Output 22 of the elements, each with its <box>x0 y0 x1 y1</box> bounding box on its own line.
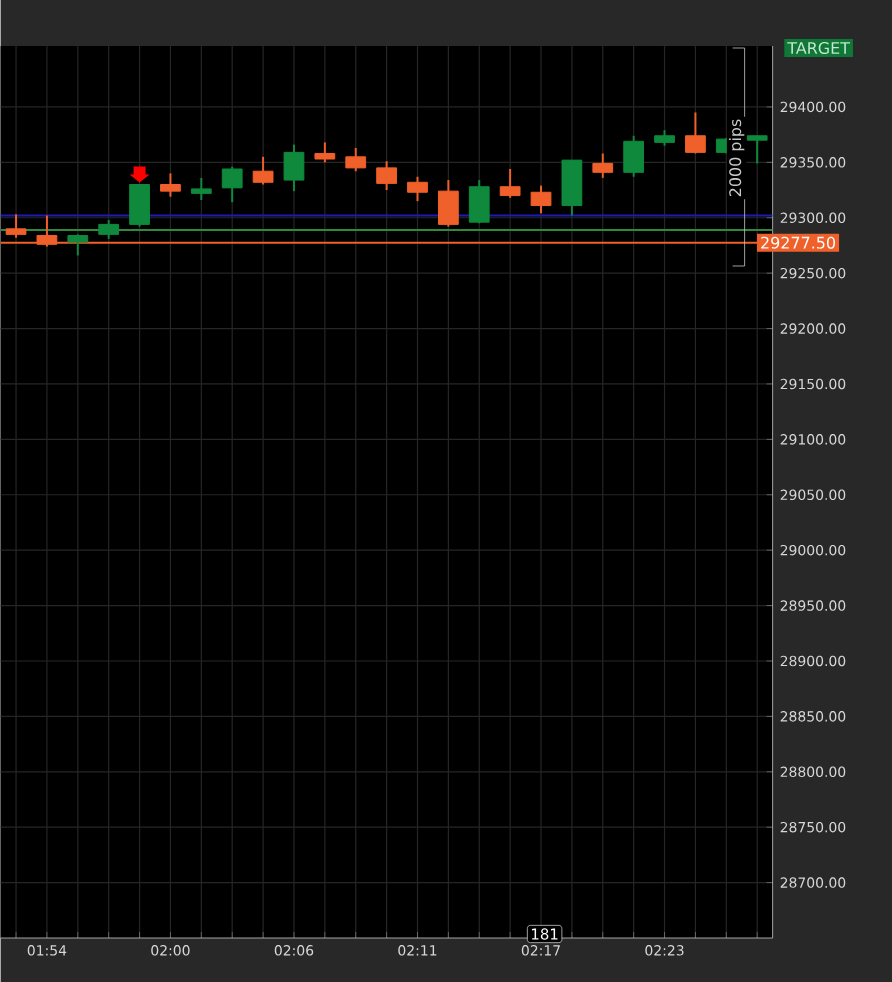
candlestick <box>5 213 27 239</box>
candlestick <box>221 165 243 204</box>
candlestick <box>746 134 768 165</box>
candlestick <box>283 143 305 193</box>
candlestick <box>530 184 552 215</box>
candlestick <box>190 176 212 202</box>
candlestick <box>128 183 150 228</box>
candlestick <box>468 179 490 225</box>
candlestick <box>684 111 706 155</box>
candlestick <box>406 175 428 203</box>
candlestick <box>345 146 366 173</box>
candlestick <box>561 159 582 217</box>
candlestick <box>375 160 397 192</box>
candlestick <box>592 152 613 179</box>
candlestick <box>67 233 88 257</box>
candlestick <box>622 134 644 178</box>
candlestick <box>437 179 459 228</box>
candlestick <box>314 141 335 164</box>
candlestick <box>159 172 181 198</box>
candlestick <box>499 168 521 199</box>
candlestick <box>252 155 274 186</box>
candlestick <box>98 218 119 240</box>
